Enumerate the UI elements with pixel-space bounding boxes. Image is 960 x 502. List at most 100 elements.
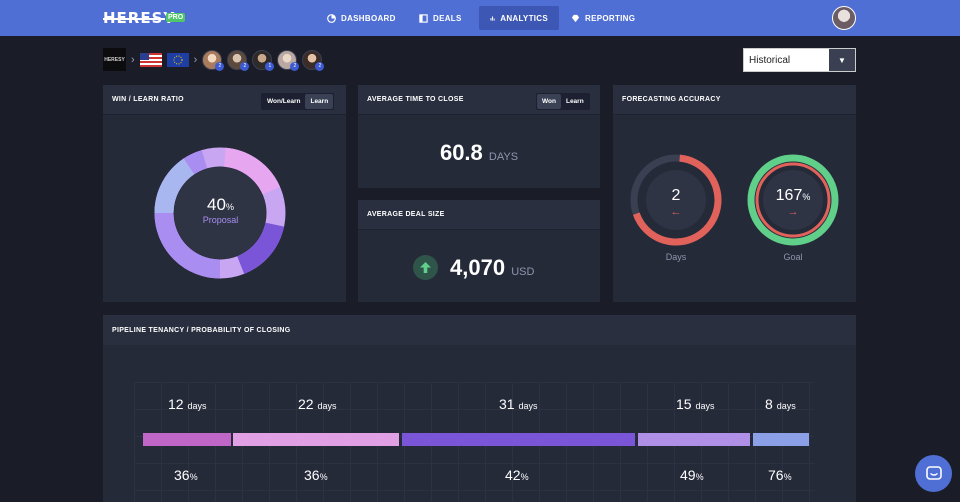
avatar-badge: 2 — [315, 61, 325, 71]
stage-days-unit: days — [187, 401, 207, 411]
goal-gauge-value: 167% — [768, 187, 818, 205]
stage-prob-unit: % — [783, 472, 792, 482]
stage-days: 15 — [676, 396, 692, 412]
nav-reporting[interactable]: REPORTING — [560, 6, 646, 30]
stage-prob-unit: % — [319, 472, 328, 482]
stage-prob-unit: % — [520, 472, 529, 482]
avg-time-toggle: Won Learn — [536, 93, 590, 110]
avatar-badge: 2 — [290, 61, 300, 71]
stage-days-unit: days — [776, 401, 796, 411]
company-logo[interactable]: HERESY — [103, 48, 126, 71]
chat-widget-button[interactable] — [915, 455, 952, 492]
stage-days-unit: days — [518, 401, 538, 411]
top-navigation-bar: HERESY PRO DASHBOARD DEALS ANALYTICS REP… — [0, 0, 960, 36]
arrow-right-icon: → — [787, 206, 799, 218]
avg-deal-value: 4,070 USD — [450, 255, 580, 281]
pipeline-stage-bar[interactable] — [402, 433, 635, 446]
avg-time-card: AVERAGE TIME TO CLOSE Won Learn 60.8 DAY… — [358, 85, 600, 188]
card-title: AVERAGE DEAL SIZE — [358, 200, 600, 230]
toggle-won-learn[interactable]: Won/Learn — [267, 98, 301, 105]
stage-days-label: 15 days — [676, 396, 714, 412]
win-learn-donut — [154, 147, 286, 279]
stage-prob: 36 — [174, 467, 190, 483]
us-flag-icon[interactable] — [139, 52, 162, 67]
nav-reporting-label: REPORTING — [585, 13, 636, 23]
card-title: FORECASTING ACCURACY — [613, 85, 856, 115]
days-gauge-label: Days — [665, 252, 687, 262]
goal-gauge-unit: % — [802, 192, 811, 202]
reporting-icon — [571, 14, 580, 22]
stage-days-label: 31 days — [499, 396, 537, 412]
avatar-badge: 2 — [240, 61, 250, 71]
nav-analytics-label: ANALYTICS — [500, 13, 548, 23]
team-member-avatar[interactable]: 2 — [227, 49, 250, 71]
goal-gauge-label: Goal — [783, 252, 803, 262]
team-member-avatar[interactable]: 2 — [277, 49, 300, 71]
avg-deal-unit: USD — [511, 266, 535, 278]
stage-probability-label: 36% — [304, 467, 328, 483]
stage-days-label: 8 days — [765, 396, 796, 412]
chevron-down-icon[interactable]: ▼ — [829, 49, 855, 71]
nav-deals-label: DEALS — [433, 13, 462, 23]
trend-up-icon — [413, 255, 438, 280]
chevron-right-icon: › — [131, 53, 135, 66]
nav-analytics[interactable]: ANALYTICS — [479, 6, 559, 30]
stage-probability-label: 49% — [680, 467, 704, 483]
stage-prob: 36 — [304, 467, 320, 483]
goal-gauge-number: 167 — [775, 187, 803, 204]
team-member-avatar[interactable]: 2 — [302, 49, 325, 71]
nav-deals[interactable]: DEALS — [408, 6, 473, 30]
win-learn-label: Proposal — [202, 215, 239, 225]
user-avatar[interactable] — [832, 6, 856, 30]
win-learn-value: 40% — [183, 195, 258, 215]
avg-time-unit: DAYS — [488, 151, 519, 163]
days-gauge — [630, 154, 722, 246]
toggle-won[interactable]: Won — [537, 94, 561, 109]
card-title: PIPELINE TENANCY / PROBABILITY OF CLOSIN… — [103, 315, 856, 345]
days-gauge-value: 2 — [671, 187, 681, 204]
pipeline-stage-bar[interactable] — [233, 433, 399, 446]
stage-prob: 76 — [768, 467, 784, 483]
win-learn-number: 40 — [207, 195, 226, 214]
win-learn-unit: % — [225, 202, 234, 212]
toggle-learn[interactable]: Learn — [565, 98, 584, 105]
stage-days-unit: days — [317, 401, 337, 411]
avatar-badge: 2 — [215, 61, 225, 71]
stage-days-unit: days — [695, 401, 715, 411]
win-learn-toggle: Won/Learn Learn — [261, 93, 335, 110]
stage-days: 31 — [499, 396, 515, 412]
avatar-badge: 1 — [265, 61, 275, 71]
team-member-avatar[interactable]: 1 — [252, 49, 275, 71]
period-select-value: Historical — [749, 55, 791, 66]
stage-days: 12 — [168, 396, 184, 412]
breadcrumb: HERESY › › 2 2 1 2 2 — [103, 47, 325, 72]
pipeline-stage-bar[interactable] — [143, 433, 231, 446]
pipeline-stage-bar[interactable] — [753, 433, 809, 446]
stage-days-label: 12 days — [168, 396, 206, 412]
pie-chart-icon — [327, 13, 336, 23]
stage-days: 8 — [765, 396, 773, 412]
stage-prob-unit: % — [189, 472, 198, 482]
stage-probability-label: 42% — [505, 467, 529, 483]
avg-deal-card: AVERAGE DEAL SIZE 4,070 USD — [358, 200, 600, 302]
goal-gauge — [747, 154, 839, 246]
chat-icon — [925, 465, 942, 480]
win-learn-card: WIN / LEARN RATIO Won/Learn Learn 40% Pr… — [103, 85, 346, 302]
toggle-learn[interactable]: Learn — [305, 94, 334, 109]
nav-dashboard[interactable]: DASHBOARD — [316, 6, 407, 30]
nav-dashboard-label: DASHBOARD — [341, 13, 396, 23]
avg-time-number: 60.8 — [439, 140, 483, 165]
pro-badge: PRO — [166, 13, 186, 22]
forecast-card: FORECASTING ACCURACY 2 ← Days 167% → Goa… — [613, 85, 856, 302]
period-select[interactable]: Historical ▼ — [743, 48, 856, 72]
avg-time-value: 60.8 DAYS — [358, 140, 600, 166]
chevron-right-icon: › — [193, 53, 198, 66]
pipeline-stage-bar[interactable] — [638, 433, 750, 446]
stage-days: 22 — [298, 396, 314, 412]
team-member-avatar[interactable]: 2 — [202, 49, 225, 71]
stage-days-label: 22 days — [298, 396, 336, 412]
eu-flag-icon[interactable] — [166, 52, 189, 67]
brand-logo[interactable]: HERESY — [103, 9, 176, 27]
stage-prob: 49 — [680, 467, 696, 483]
stage-prob: 42 — [505, 467, 521, 483]
